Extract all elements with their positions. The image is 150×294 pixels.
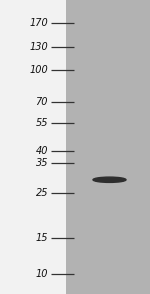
Text: 55: 55 [36, 118, 48, 128]
Bar [66, 0, 150, 294]
Ellipse shape [93, 177, 126, 182]
Text: 25: 25 [36, 188, 48, 198]
Text: 40: 40 [36, 146, 48, 156]
Text: 100: 100 [29, 65, 48, 75]
Text: 70: 70 [36, 97, 48, 107]
Text: 130: 130 [29, 42, 48, 52]
Bar [0, 0, 66, 294]
Text: 10: 10 [36, 269, 48, 279]
Text: 15: 15 [36, 233, 48, 243]
Text: 35: 35 [36, 158, 48, 168]
Text: 170: 170 [29, 18, 48, 28]
